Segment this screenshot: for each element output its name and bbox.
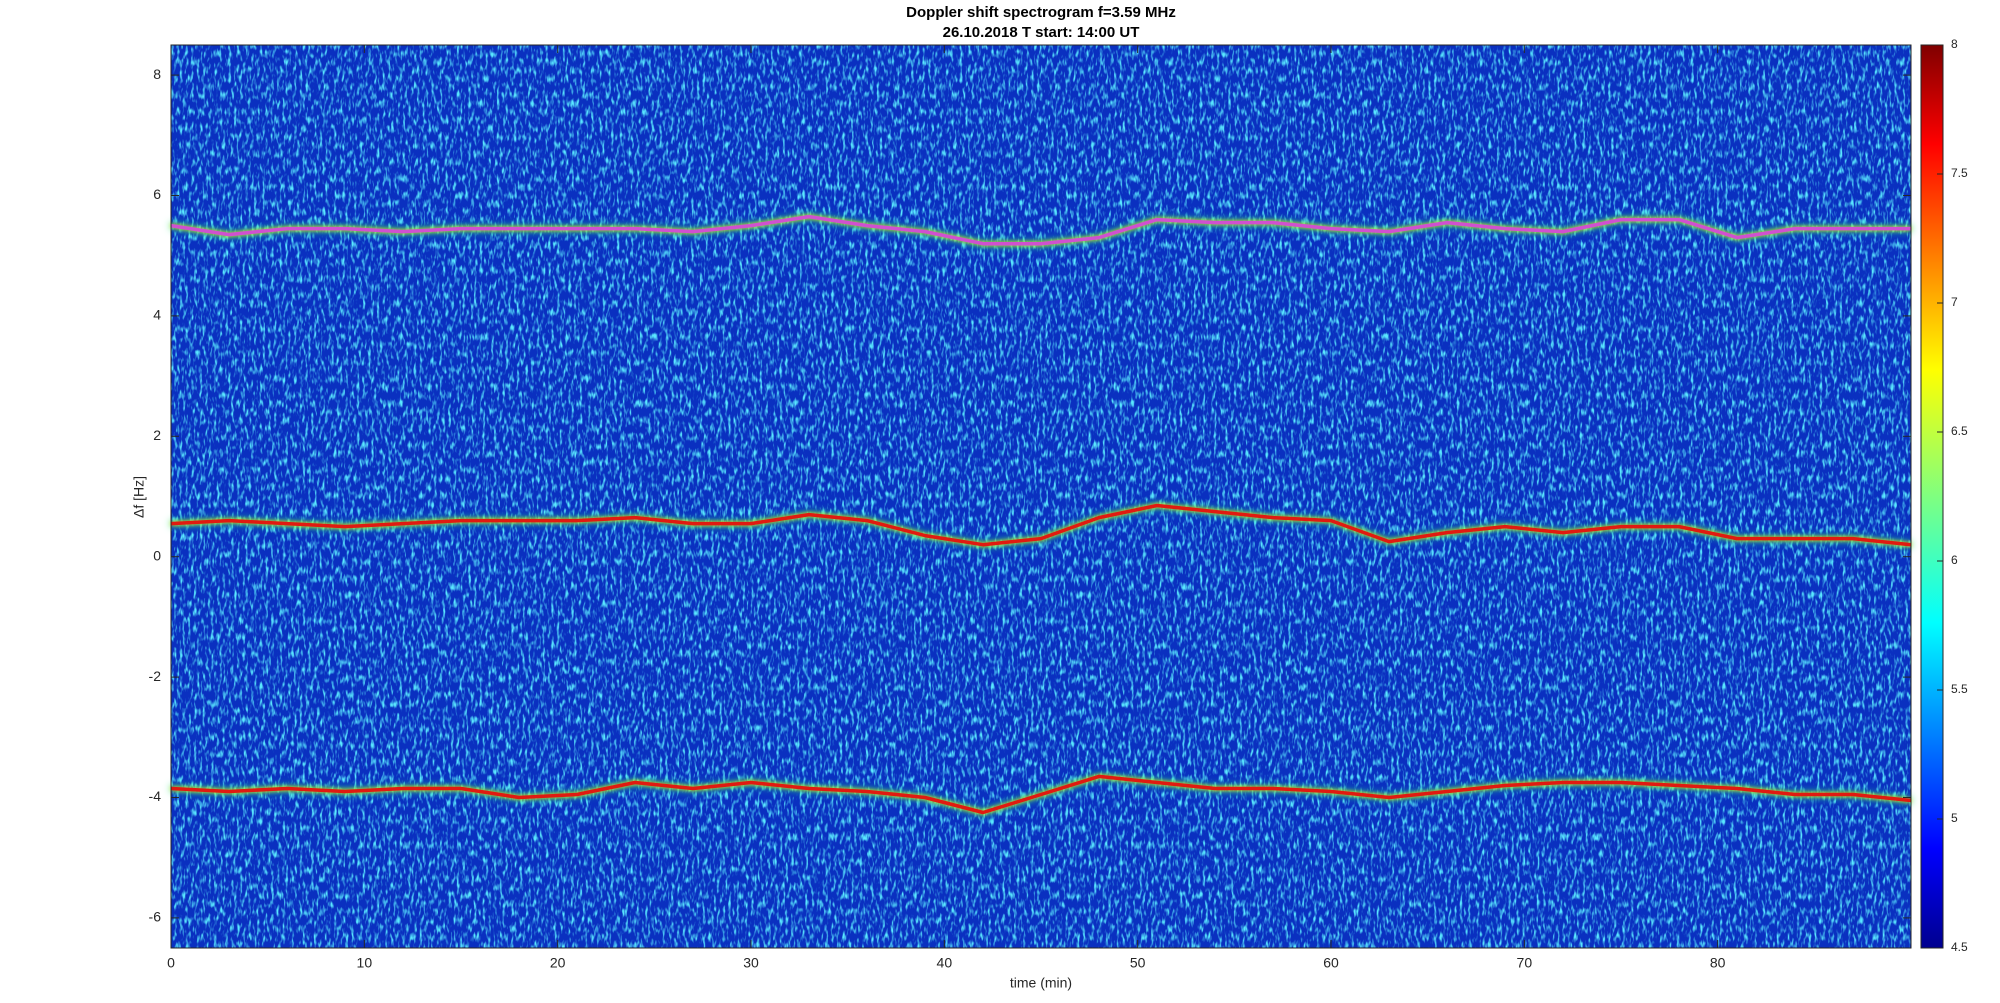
- colorbar-tick-label: 7.5: [1951, 166, 1968, 180]
- colorbar-tick-label: 8: [1951, 37, 1958, 51]
- noise-texture: [171, 45, 1911, 948]
- x-tick-label: 40: [937, 955, 953, 971]
- y-tick-label: 6: [153, 186, 161, 202]
- plot-area: [170, 214, 1912, 815]
- y-tick-label: 8: [153, 66, 161, 82]
- x-tick-label: 30: [743, 955, 759, 971]
- x-tick-label: 60: [1323, 955, 1339, 971]
- chart-title: Doppler shift spectrogram f=3.59 MHz: [906, 4, 1176, 21]
- colorbar-tick-label: 6.5: [1951, 424, 1968, 438]
- colorbar-tick-label: 5: [1951, 811, 1958, 825]
- x-tick-label: 80: [1710, 955, 1726, 971]
- trace-line: [170, 214, 1911, 246]
- x-tick-label: 0: [167, 955, 175, 971]
- y-tick-label: 2: [153, 427, 161, 443]
- x-axis-label: time (min): [1010, 975, 1072, 991]
- trace-line: [170, 503, 1912, 547]
- x-tick-label: 70: [1517, 955, 1533, 971]
- x-tick-label: 50: [1130, 955, 1146, 971]
- y-tick-label: -6: [149, 909, 162, 925]
- y-tick-label: 4: [153, 307, 161, 323]
- colorbar: [1920, 44, 1944, 949]
- y-axis-label: Δf [Hz]: [131, 476, 147, 518]
- colorbar-tick-label: 4.5: [1951, 940, 1968, 954]
- chart-subtitle: 26.10.2018 T start: 14:00 UT: [943, 24, 1140, 41]
- x-tick-label: 10: [357, 955, 373, 971]
- x-tick-label: 20: [550, 955, 566, 971]
- colorbar-tick-label: 6: [1951, 553, 1958, 567]
- trace-line: [170, 774, 1912, 815]
- y-tick-label: -4: [149, 788, 162, 804]
- y-tick-label: -2: [149, 668, 162, 684]
- y-tick-label: 0: [153, 547, 161, 563]
- plot-frame: [170, 44, 1912, 949]
- colorbar-tick-label: 5.5: [1951, 682, 1968, 696]
- colorbar-tick-label: 7: [1951, 295, 1958, 309]
